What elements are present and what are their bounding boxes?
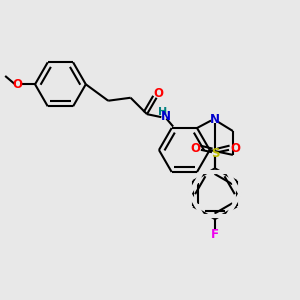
Text: F: F — [211, 227, 219, 241]
Text: O: O — [153, 87, 163, 100]
Text: H: H — [158, 107, 167, 117]
Text: N: N — [161, 110, 171, 123]
Text: O: O — [230, 142, 240, 155]
Text: N: N — [210, 112, 220, 126]
Text: S: S — [211, 147, 219, 160]
Text: O: O — [12, 78, 22, 91]
Text: O: O — [190, 142, 200, 155]
